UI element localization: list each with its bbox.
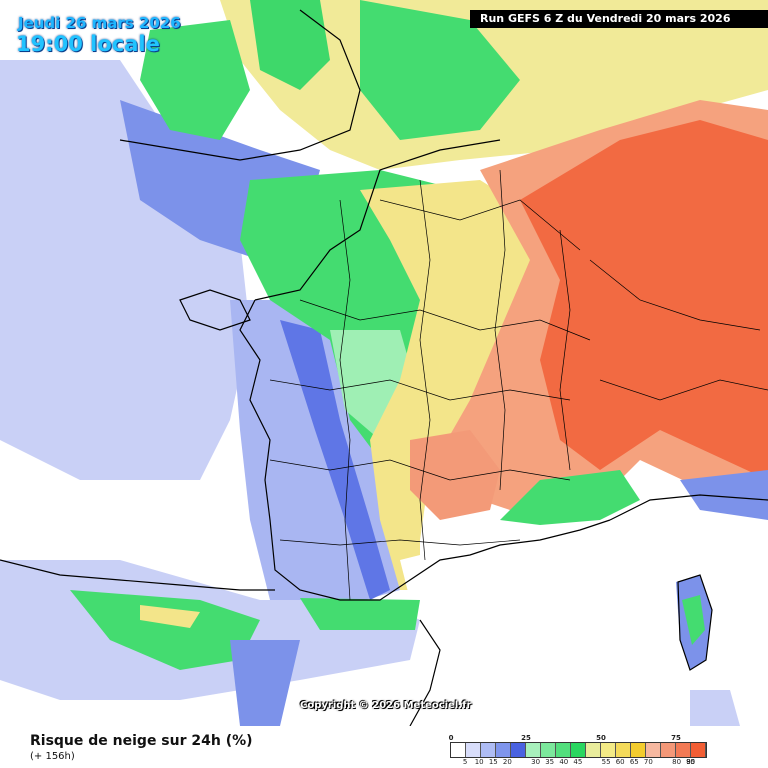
dept-grid-3 <box>269 459 571 481</box>
scale-minor-tick: 80 <box>672 758 682 766</box>
dept-grid-6 <box>419 179 431 561</box>
color-swatch <box>451 743 466 757</box>
massif-central-orange-patch <box>410 430 500 520</box>
color-swatch <box>676 743 691 757</box>
forecast-date: Jeudi 26 mars 2026 <box>18 14 181 32</box>
color-swatch <box>571 743 586 757</box>
pyrenees-green-band <box>70 590 260 670</box>
scale-minor-tick: 35 <box>545 758 555 766</box>
dept-grid-4 <box>279 539 521 546</box>
southeast-coast-green-band <box>500 470 640 525</box>
color-swatch <box>691 743 706 757</box>
scale-major-tick: 0 <box>448 734 454 742</box>
mediterranean-sea <box>400 500 768 726</box>
snow-risk-map: Jeudi 26 mars 2026 19:00 locale Run GEFS… <box>0 0 768 726</box>
scale-major-tick: 75 <box>671 734 681 742</box>
dept-grid-9 <box>379 199 581 251</box>
legend-subtitle: (+ 156h) <box>30 751 75 762</box>
france-coastline <box>239 139 611 601</box>
spain-east-coast <box>409 619 441 726</box>
dept-grid-8 <box>559 229 571 471</box>
department-borders <box>269 169 768 601</box>
legend-title: Risque de neige sur 24h (%) <box>30 733 253 749</box>
scale-minor-tick: 55 <box>601 758 611 766</box>
iberia-blue-patch <box>230 640 300 726</box>
dept-grid-5 <box>339 199 351 601</box>
color-swatch <box>661 743 676 757</box>
north-green-patch-1 <box>250 0 330 90</box>
color-swatch <box>616 743 631 757</box>
coastlines <box>0 9 768 726</box>
scale-minor-tick: 45 <box>573 758 583 766</box>
italy-coast-blue-band <box>680 470 768 520</box>
color-swatch <box>526 743 541 757</box>
map-canvas <box>0 0 768 726</box>
scale-minor-tick: 60 <box>615 758 625 766</box>
scale-major-tick: 25 <box>521 734 531 742</box>
brittany-coast <box>179 289 251 331</box>
north-green-patch-2 <box>360 0 520 140</box>
atlantic-pale-blue-zone <box>0 60 250 480</box>
color-swatch <box>541 743 556 757</box>
scale-minor-tick: 90 <box>686 758 696 766</box>
color-scale: 0 25 50 75 5 10 15 20 30 35 40 45 55 60 65 70 80 85 90 95 <box>448 734 750 768</box>
west-deep-blue-band <box>280 320 390 600</box>
switzerland-italy-border <box>589 259 768 401</box>
dept-grid-7 <box>494 169 506 491</box>
italy-coast <box>609 494 768 521</box>
run-info: Run GEFS 6 Z du Vendredi 20 mars 2026 <box>470 10 768 28</box>
copyright: Copyright © 2026 Meteociel.fr <box>300 700 472 711</box>
scale-minor-tick: 30 <box>531 758 541 766</box>
england-coast <box>119 9 361 161</box>
color-swatch <box>601 743 616 757</box>
color-scale-swatches <box>450 742 707 758</box>
scale-minor-tick: 85 <box>686 758 696 766</box>
forecast-time: 19:00 locale <box>16 32 160 56</box>
scale-minor-tick: 40 <box>559 758 569 766</box>
color-swatch <box>586 743 601 757</box>
color-swatch <box>481 743 496 757</box>
color-swatch <box>646 743 661 757</box>
corsica-coast <box>677 574 713 671</box>
pyrenees-yellow-streak <box>140 605 200 628</box>
scale-minor-tick: 5 <box>462 758 468 766</box>
color-swatch <box>511 743 526 757</box>
dept-grid-1 <box>299 299 591 341</box>
color-swatch <box>466 743 481 757</box>
scale-minor-tick: 95 <box>686 758 696 766</box>
corsica-green <box>682 595 705 645</box>
scale-minor-tick: 70 <box>643 758 653 766</box>
dept-grid-2 <box>269 379 571 401</box>
east-red-zone <box>520 120 768 480</box>
scale-minor-tick: 10 <box>474 758 484 766</box>
spain-north-coast <box>0 559 275 591</box>
sardinia-pale-blue <box>690 690 740 726</box>
scale-minor-tick: 65 <box>629 758 639 766</box>
color-swatch <box>496 743 511 757</box>
north-green-patch-3 <box>140 20 250 140</box>
color-swatch <box>556 743 571 757</box>
pyrenees-east-green-band <box>300 598 420 630</box>
scale-minor-tick: 15 <box>488 758 498 766</box>
color-swatch <box>631 743 646 757</box>
scale-minor-tick: 20 <box>502 758 512 766</box>
scale-major-tick: 50 <box>596 734 606 742</box>
